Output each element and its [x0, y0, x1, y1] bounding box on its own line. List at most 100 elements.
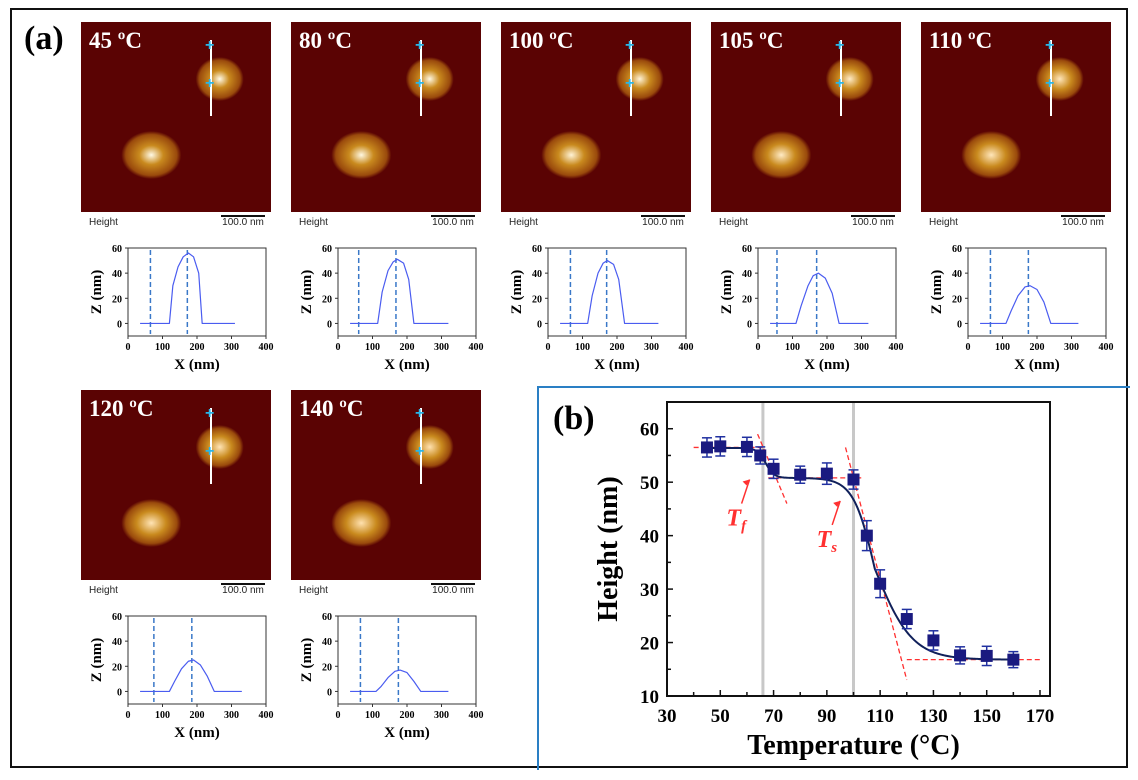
- data-point: [927, 630, 940, 651]
- cross-marker-icon: +: [835, 75, 845, 92]
- y-tick-label: 60: [532, 244, 542, 255]
- y-axis-label: Z (nm): [299, 270, 315, 315]
- afm-image: 110 ºC + +: [921, 22, 1111, 212]
- square-marker: [860, 529, 873, 542]
- y-tick-label: 40: [112, 269, 122, 280]
- cross-marker-icon: +: [415, 37, 425, 54]
- y-tick-label: 0: [117, 687, 122, 698]
- x-tick-label: 300: [644, 342, 659, 353]
- cross-marker-icon: +: [205, 443, 215, 460]
- y-tick-label: 40: [112, 637, 122, 648]
- x-tick-label: 200: [400, 710, 415, 721]
- y-tick-label: 40: [742, 269, 752, 280]
- y-tick-label: 0: [957, 319, 962, 330]
- temperature-label: 80 ºC: [299, 28, 352, 53]
- y-tick-label: 60: [640, 420, 659, 441]
- profile-line-marker: [420, 40, 422, 116]
- y-tick-label: 20: [640, 634, 659, 655]
- y-tick-label: 20: [112, 294, 122, 305]
- profile-line-marker: [840, 40, 842, 116]
- height-label: Height: [929, 217, 958, 228]
- scale-bar: 100.0 nm: [221, 215, 265, 228]
- arrow-head-icon: [833, 500, 841, 507]
- profile-axes-frame: [127, 615, 267, 705]
- square-marker: [1007, 653, 1020, 666]
- y-tick-label: 60: [322, 244, 332, 255]
- x-tick-label: 30: [658, 706, 677, 727]
- temperature-label: 140 ºC: [299, 396, 364, 421]
- data-point: [794, 465, 807, 485]
- cross-marker-icon: +: [415, 75, 425, 92]
- data-point: [954, 646, 967, 665]
- x-tick-label: 100: [995, 342, 1010, 353]
- data-point: [820, 462, 833, 486]
- scale-bar: 100.0 nm: [221, 583, 265, 596]
- annotation-label: Tf: [726, 506, 748, 535]
- profile-axes-frame: [127, 247, 267, 337]
- x-tick-label: 400: [1099, 342, 1114, 353]
- square-marker: [740, 440, 753, 453]
- x-axis-label: X (nm): [384, 357, 429, 373]
- panel-b-frame: [537, 386, 1130, 770]
- profile-axes-frame: [967, 247, 1107, 337]
- data-point: [847, 469, 860, 490]
- x-tick-label: 400: [469, 342, 484, 353]
- profile-line: [140, 252, 235, 325]
- y-tick-label: 20: [532, 294, 542, 305]
- arrow-head-icon: [742, 479, 750, 486]
- x-tick-label: 130: [919, 706, 948, 727]
- y-tick-label: 0: [327, 687, 332, 698]
- square-marker: [847, 473, 860, 486]
- temperature-label: 110 ºC: [929, 28, 993, 53]
- height-label: Height: [509, 217, 538, 228]
- x-axis-label: X (nm): [594, 357, 639, 373]
- y-tick-label: 20: [322, 294, 332, 305]
- x-tick-label: 200: [1030, 342, 1045, 353]
- annotation-arrow-icon: [740, 479, 751, 504]
- x-tick-label: 300: [434, 710, 449, 721]
- y-axis-label: Height (nm): [593, 476, 624, 621]
- data-point: [714, 435, 727, 457]
- x-axis-label: X (nm): [1014, 357, 1059, 373]
- afm-image: 45 ºC + +: [81, 22, 271, 212]
- y-axis-label: Z (nm): [719, 270, 735, 315]
- afm-image: 120 ºC + +: [81, 390, 271, 580]
- temperature-label: 45 ºC: [89, 28, 142, 53]
- cross-marker-icon: +: [1045, 75, 1055, 92]
- y-tick-label: 40: [952, 269, 962, 280]
- y-tick-label: 0: [327, 319, 332, 330]
- x-tick-label: 400: [889, 342, 904, 353]
- fit-curve: [706, 446, 1014, 661]
- x-tick-label: 100: [785, 342, 800, 353]
- scale-bar: 100.0 nm: [851, 215, 895, 228]
- afm-image: 105 ºC + +: [711, 22, 901, 212]
- annotation-arrow-icon: [831, 500, 841, 526]
- x-tick-label: 150: [972, 706, 1001, 727]
- y-tick-label: 40: [532, 269, 542, 280]
- y-tick-label: 20: [742, 294, 752, 305]
- profile-axes-frame: [547, 247, 687, 337]
- square-marker: [900, 613, 913, 626]
- x-tick-label: 100: [155, 342, 170, 353]
- x-tick-label: 200: [820, 342, 835, 353]
- x-tick-label: 0: [336, 342, 341, 353]
- y-tick-label: 50: [640, 473, 659, 494]
- x-tick-label: 400: [259, 342, 274, 353]
- x-axis-label: X (nm): [174, 357, 219, 373]
- height-label: Height: [719, 217, 748, 228]
- x-tick-label: 70: [764, 706, 783, 727]
- x-tick-label: 0: [336, 710, 341, 721]
- height-label: Height: [299, 585, 328, 596]
- square-marker: [714, 440, 727, 453]
- x-tick-label: 0: [126, 710, 131, 721]
- y-tick-label: 20: [952, 294, 962, 305]
- x-tick-label: 200: [190, 342, 205, 353]
- y-tick-label: 60: [112, 244, 122, 255]
- x-axis-label: Temperature (°C): [747, 730, 960, 761]
- cross-marker-icon: +: [205, 75, 215, 92]
- y-axis-label: Z (nm): [299, 638, 315, 683]
- panel-b-label: (b): [553, 400, 595, 437]
- cross-marker-icon: +: [415, 405, 425, 422]
- temperature-label: 100 ºC: [509, 28, 574, 53]
- x-tick-label: 0: [546, 342, 551, 353]
